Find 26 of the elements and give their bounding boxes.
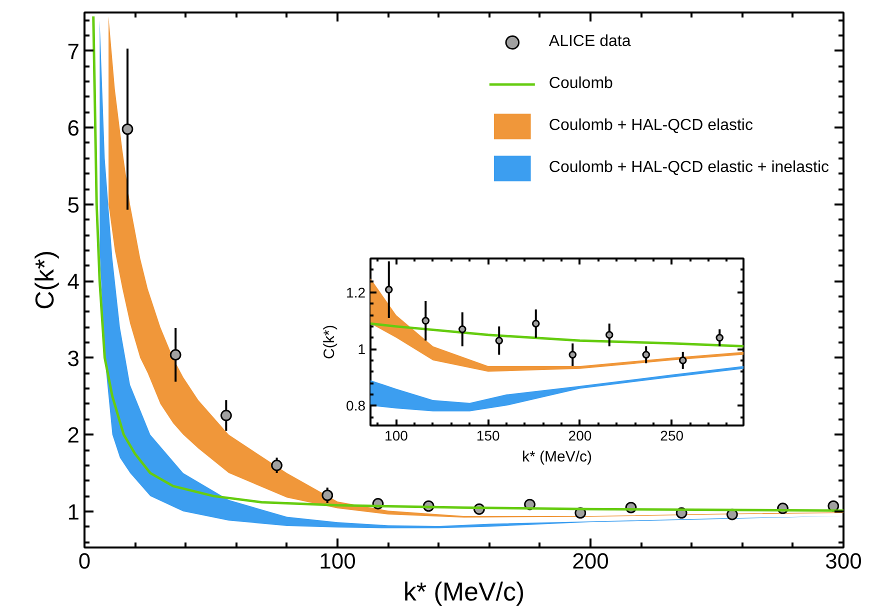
x-tick-label: 150 [476, 428, 500, 444]
legend-label: Coulomb + HAL-QCD elastic [548, 117, 753, 135]
y-tick-label: 6 [67, 116, 80, 141]
legend-label: ALICE data [548, 33, 631, 51]
y-tick-label: 5 [67, 192, 80, 218]
y-tick-label: 3 [67, 346, 80, 371]
legend-label: Coulomb [548, 75, 613, 93]
legend-label: Coulomb + HAL-QCD elastic + inelastic [548, 159, 829, 177]
y-tick-label: 1 [358, 341, 366, 358]
y-tick-label: 7 [67, 38, 80, 64]
y-axis-title: C(k*) [29, 250, 60, 310]
x-tick-label: 200 [572, 548, 609, 574]
y-tick-label: 1.2 [346, 284, 366, 300]
x-tick-label: 200 [568, 428, 592, 444]
x-tick-label: 0 [78, 548, 91, 574]
y-axis-title: C(k*) [321, 324, 338, 360]
y-tick-label: 4 [67, 269, 80, 294]
y-tick-label: 2 [67, 422, 80, 448]
x-tick-label: 100 [384, 428, 408, 444]
x-tick-label: 300 [825, 548, 862, 574]
y-tick-label: 0.8 [346, 398, 366, 414]
x-axis-title: k* (MeV/c) [522, 448, 592, 466]
x-axis-title: k* (MeV/c) [403, 576, 525, 606]
x-tick-label: 250 [660, 428, 684, 444]
y-tick-label: 1 [67, 499, 80, 524]
x-tick-label: 100 [319, 548, 356, 574]
